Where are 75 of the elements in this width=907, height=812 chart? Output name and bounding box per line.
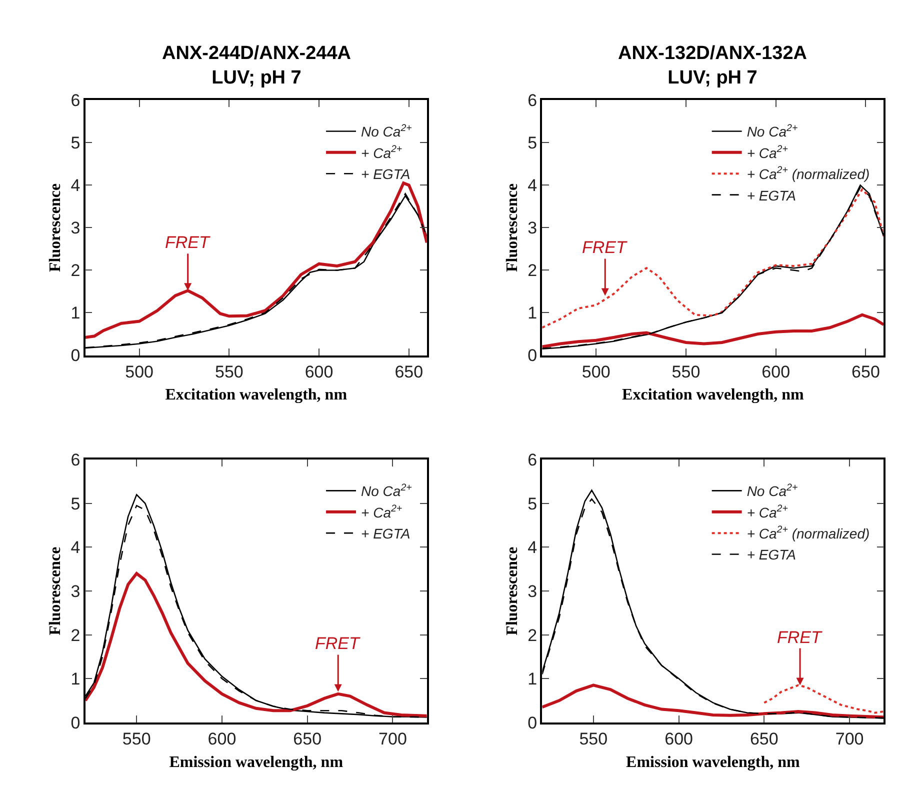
x-tick-label: 650 [750, 730, 778, 749]
x-tick-label: 550 [579, 730, 608, 749]
y-tick-label: 4 [70, 538, 80, 558]
y-tick-label: 2 [528, 626, 538, 645]
x-tick-label: 600 [208, 730, 236, 749]
y-axis-title: Fluorescence [47, 183, 64, 272]
y-tick-label: 6 [528, 450, 538, 470]
line-series [542, 684, 884, 719]
y-tick-label: 5 [70, 494, 80, 514]
x-axis-title: Excitation wavelength, nm [622, 386, 804, 404]
x-tick-label: 600 [664, 730, 693, 749]
chart-title: ANX-132D/ANX-132A LUV; pH 7 [618, 43, 808, 89]
y-tick-label: 4 [70, 176, 80, 196]
y-axis-title: Fluorescence [504, 183, 521, 272]
x-tick-label: 550 [214, 362, 244, 382]
y-tick-label: 3 [70, 582, 80, 601]
y-tick-label: 1 [528, 304, 538, 323]
y-tick-label: 5 [528, 494, 538, 514]
y-tick-label: 0 [70, 346, 80, 366]
y-tick-label: 3 [528, 582, 538, 601]
legend-label: + Ca$^{2+}$ [361, 503, 402, 520]
legend-label: No Ca$^{2+}$ [361, 482, 412, 500]
y-tick-label: 6 [70, 450, 80, 470]
x-tick-label: 550 [122, 730, 151, 749]
line-series [85, 572, 427, 718]
y-tick-label: 2 [70, 261, 80, 280]
y-tick-label: 1 [528, 670, 538, 689]
y-tick-label: 3 [528, 218, 538, 238]
legend-label: + Ca$^{2+}$ [746, 503, 788, 520]
y-axis-title: Fluorescence [504, 546, 521, 636]
x-tick-label: 550 [672, 362, 700, 382]
x-tick-label: 650 [394, 362, 424, 382]
y-tick-label: 2 [70, 626, 80, 645]
legend-label: No Ca$^{2+}$ [361, 122, 412, 140]
legend-label: + EGTA [361, 166, 410, 182]
x-tick-label: 600 [304, 362, 334, 382]
y-tick-label: 3 [70, 218, 80, 238]
annotation: FRET [315, 634, 361, 653]
y-tick-label: 6 [70, 91, 80, 110]
x-tick-label: 650 [852, 362, 880, 382]
legend-label: + EGTA [361, 526, 410, 542]
y-tick-label: 4 [528, 538, 538, 558]
x-axis-title: Emission wavelength, nm [626, 754, 801, 771]
y-tick-label: 1 [70, 670, 80, 689]
y-tick-label: 2 [528, 261, 538, 280]
annotation: FRET [777, 628, 823, 647]
annotation: FRET [582, 238, 628, 257]
y-tick-label: 4 [528, 176, 538, 196]
y-tick-label: 5 [528, 134, 538, 153]
y-tick-label: 0 [70, 713, 80, 732]
annotation: FRET [165, 233, 211, 252]
legend-label: + Ca$^{2+}$ (normalized) [746, 524, 870, 542]
legend-label: No Ca$^{2+}$ [746, 482, 798, 500]
legend-label: No Ca$^{2+}$ [746, 122, 798, 140]
legend-label: + EGTA [746, 187, 796, 204]
y-tick-label: 5 [70, 134, 80, 153]
legend-label: + EGTA [746, 546, 796, 563]
y-tick-label: 1 [70, 304, 80, 323]
legend-label: + Ca$^{2+}$ [746, 144, 788, 161]
legend-label: + Ca$^{2+}$ [361, 144, 402, 161]
line-series [542, 313, 884, 348]
chart-title: ANX-244D/ANX-244A LUV; pH 7 [162, 43, 352, 89]
y-tick-label: 0 [528, 346, 538, 366]
x-tick-label: 700 [835, 730, 864, 749]
y-tick-label: 0 [528, 713, 538, 732]
y-axis-title: Fluorescence [47, 546, 64, 636]
x-tick-label: 650 [293, 730, 322, 749]
x-tick-label: 500 [582, 362, 610, 382]
x-axis-title: Emission wavelength, nm [169, 754, 344, 771]
x-tick-label: 700 [378, 730, 407, 749]
y-tick-label: 6 [528, 91, 538, 110]
legend-label: + Ca$^{2+}$ (normalized) [746, 165, 870, 182]
x-tick-label: 500 [125, 362, 154, 382]
x-axis-title: Excitation wavelength, nm [165, 386, 348, 404]
x-tick-label: 600 [762, 362, 790, 382]
